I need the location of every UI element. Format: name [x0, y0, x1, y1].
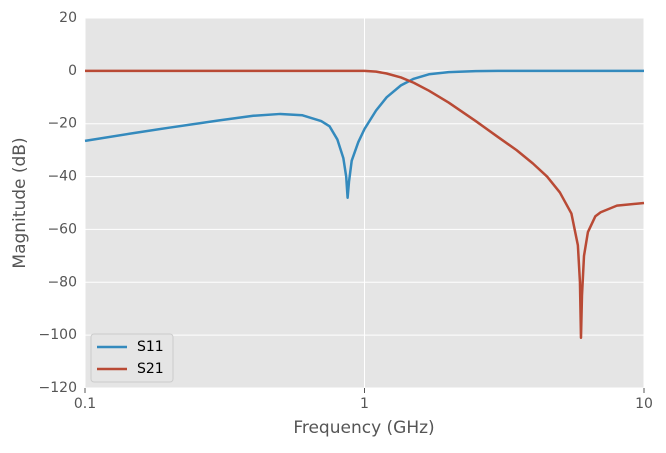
x-tick-label: 10: [635, 396, 653, 412]
x-tick-label: 1: [360, 396, 369, 412]
legend-label: S11: [137, 339, 164, 355]
y-tick-label: 20: [59, 10, 77, 26]
y-tick-label: −60: [47, 221, 77, 237]
y-tick-label: −100: [39, 327, 77, 343]
legend-label: S21: [137, 361, 164, 377]
x-tick-label: 0.1: [74, 396, 96, 412]
y-axis-label: Magnitude (dB): [10, 137, 30, 268]
line-series: [84, 69, 644, 199]
y-tick-label: −20: [47, 116, 77, 132]
y-tick-label: −120: [39, 380, 77, 396]
y-tick-label: −40: [47, 169, 77, 185]
line-series: [85, 69, 645, 340]
x-axis-label: Frequency (GHz): [293, 418, 434, 438]
y-tick-label: −80: [47, 274, 77, 290]
y-tick-label: 0: [68, 63, 77, 79]
